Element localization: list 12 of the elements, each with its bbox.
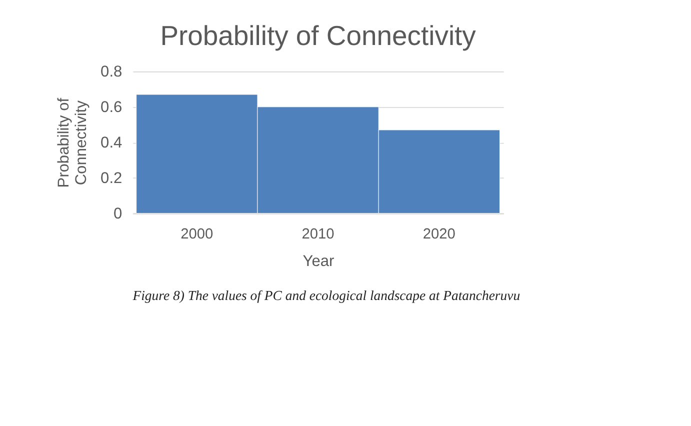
chart-title: Probability of Connectivity [160, 20, 476, 51]
caption: Figure 8) The values of PC and ecological landscape at Patancheruvu [132, 288, 520, 304]
y-tick-label: 0.6 [100, 98, 122, 116]
x-tick-label: 2020 [422, 226, 456, 242]
y-tick-label: 0.2 [100, 170, 122, 187]
y-tick-label: 0 [114, 205, 123, 222]
y-tick-label: 0.4 [100, 134, 123, 152]
x-axis-title: Year [302, 252, 334, 270]
y-axis-title: Probability of Connectivity [56, 97, 90, 188]
y-tick-label: 0.8 [100, 63, 122, 80]
x-tick-label: 2010 [302, 226, 334, 242]
x-tick-label: 2000 [180, 226, 214, 242]
